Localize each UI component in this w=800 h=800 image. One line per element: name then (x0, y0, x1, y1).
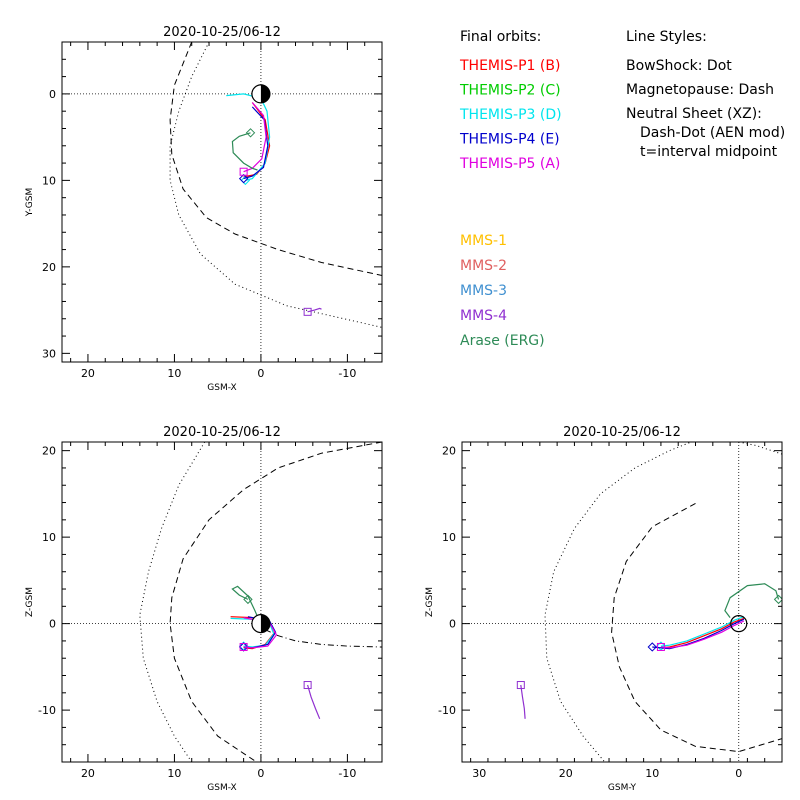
orbit-start-marker (245, 128, 256, 138)
legend-item: THEMIS-P1 (B) (459, 58, 560, 74)
orbit-line (226, 93, 271, 181)
bow-shock-line (544, 442, 782, 762)
y-tick-label: 10 (42, 531, 56, 544)
orbit-start-marker (303, 307, 312, 316)
x-tick-label: 0 (257, 767, 264, 780)
magnetopause-line (169, 42, 382, 276)
orbit-line (307, 307, 322, 313)
orbit-line (243, 102, 267, 173)
y-axis-label: Z-GSM (425, 587, 435, 617)
y-axis-label: Y-GSM (25, 188, 35, 217)
orbit-start-marker (239, 642, 248, 651)
x-tick-label: 0 (735, 767, 742, 780)
x-tick-label: 30 (472, 767, 486, 780)
line-style-item: Neutral Sheet (XZ): (626, 106, 762, 122)
legend-item: MMS-1 (460, 233, 507, 249)
y-tick-label: 0 (49, 88, 56, 101)
orbit-start-marker (647, 642, 657, 652)
y-tick-label: 0 (49, 618, 56, 631)
legend-item: THEMIS-P3 (D) (459, 107, 562, 123)
line-style-item: t=interval midpoint (640, 144, 778, 160)
x-tick-label: -10 (338, 367, 356, 380)
orbit-start-marker (656, 642, 665, 651)
y-tick-label: 0 (449, 618, 456, 631)
y-tick-label: 30 (42, 347, 56, 360)
legend-item: MMS-4 (460, 308, 507, 324)
orbit-start-marker (243, 594, 253, 605)
magnetopause-line (169, 442, 382, 762)
y-tick-label: 20 (442, 445, 456, 458)
plot-yz: 2020-10-25/06-12 30 20 10 0 -10 0 10 20 GSM-Y Z-GS… (425, 425, 783, 793)
orbit-legend-items: THEMIS-P1 (B) THEMIS-P2 (C) THEMIS-P3 (D) T… (459, 58, 562, 349)
orbit-start-marker (773, 594, 782, 605)
legend-item: THEMIS-P5 (A) (459, 156, 560, 172)
line-style-item: BowShock: Dot (626, 58, 732, 74)
orbit-line (660, 620, 745, 649)
orbit-start-marker (240, 175, 251, 186)
plot-title: 2020-10-25/06-12 (563, 425, 681, 440)
orbit-line (724, 583, 780, 618)
plot-title: 2020-10-25/06-12 (163, 425, 281, 440)
y-tick-label: -10 (38, 704, 56, 717)
plot-title: 2020-10-25/06-12 (163, 25, 281, 40)
legend: Final orbits: Line Styles: THEMIS-P1 (B)… (459, 29, 785, 349)
y-tick-label: -10 (438, 704, 456, 717)
bow-shock-line (139, 442, 206, 762)
plot-frame (61, 41, 383, 363)
plot-frame (461, 441, 783, 763)
orbit-line (231, 132, 258, 171)
orbit-start-marker (238, 173, 249, 184)
orbit-line (307, 684, 321, 720)
line-styles-title: Line Styles: (626, 29, 707, 45)
x-tick-label: 20 (81, 367, 95, 380)
legend-item: THEMIS-P4 (E) (459, 132, 560, 148)
line-style-legend-items: BowShock: Dot Magnetopause: Dash Neutral S… (626, 58, 785, 160)
line-style-item: Dash-Dot (AEN mod) (640, 125, 785, 141)
y-tick-label: 10 (442, 531, 456, 544)
earth-night-side (260, 84, 270, 103)
x-tick-label: 20 (81, 767, 95, 780)
x-tick-label: -10 (338, 767, 356, 780)
x-tick-label: 10 (645, 767, 659, 780)
orbit-start-marker (516, 681, 525, 690)
plot-frame (61, 441, 383, 763)
y-tick-label: 20 (42, 261, 56, 274)
x-axis-label: GSM-Y (608, 783, 637, 793)
bow-shock-line (169, 42, 382, 328)
line-style-item: Magnetopause: Dash (626, 82, 774, 98)
legend-item: MMS-3 (460, 283, 507, 299)
orbit-line (660, 616, 745, 647)
magnetopause-line (611, 502, 782, 753)
legend-item: THEMIS-P2 (C) (459, 83, 561, 99)
x-axis-label: GSM-X (207, 783, 236, 793)
orbit-start-marker (303, 681, 312, 690)
y-tick-label: 20 (42, 445, 56, 458)
y-axis-label: Z-GSM (25, 587, 35, 617)
orbit-line (243, 106, 269, 180)
x-tick-label: 0 (257, 367, 264, 380)
plot-xz: 2020-10-25/06-12 20 10 0 -10 -10 0 10 20 GSM-X Z-G… (25, 425, 383, 793)
earth-icon (730, 615, 748, 633)
earth-night-side (260, 614, 270, 633)
x-tick-label: 20 (559, 767, 573, 780)
orbit-line (231, 585, 259, 617)
orbits-legend-title: Final orbits: (460, 29, 541, 45)
plot-xy: 2020-10-25/06-12 20 10 0 -10 0 10 20 30 GSM-X Y-GS… (25, 25, 383, 393)
orbit-line (520, 684, 526, 719)
legend-item: MMS-2 (460, 258, 507, 274)
x-axis-label: GSM-X (207, 383, 236, 393)
orbit-start-marker (239, 167, 248, 176)
y-tick-label: 10 (42, 174, 56, 187)
x-tick-label: 10 (167, 767, 181, 780)
plot-area (62, 442, 382, 762)
legend-item: Arase (ERG) (460, 333, 545, 349)
orbit-line (652, 618, 745, 650)
neutral-sheet-line (264, 629, 382, 648)
plot-area (462, 442, 782, 762)
plot-area (62, 42, 382, 362)
orbit-line (660, 617, 745, 649)
x-tick-label: 10 (167, 367, 181, 380)
